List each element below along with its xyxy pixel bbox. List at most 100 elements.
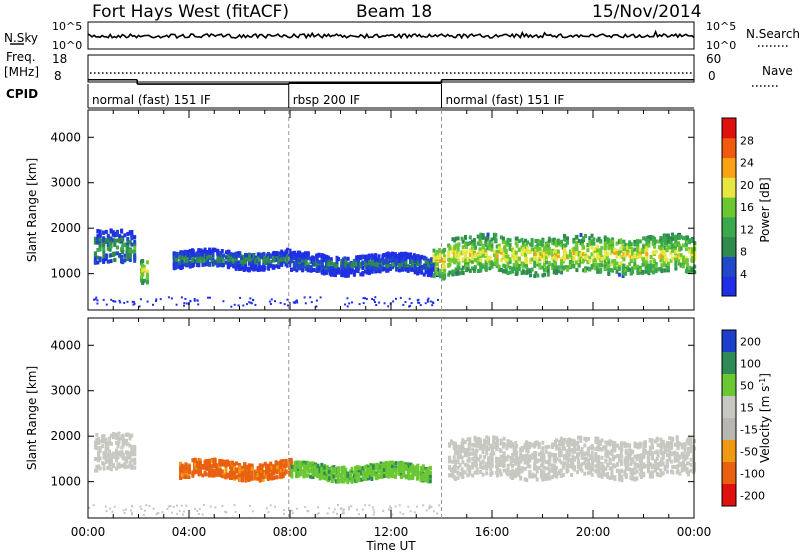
- data-cell: [495, 254, 499, 259]
- data-cell: [468, 248, 472, 253]
- data-cell: [528, 470, 532, 474]
- scatter-cell: [319, 296, 322, 299]
- data-cell: [231, 461, 234, 466]
- scatter-cell: [429, 300, 432, 303]
- data-cell: [141, 281, 145, 285]
- data-cell: [575, 250, 579, 255]
- data-cell: [344, 265, 348, 270]
- data-cell: [418, 269, 422, 274]
- data-cell: [642, 258, 646, 263]
- cpid-label: CPID: [6, 87, 38, 101]
- data-cell: [280, 261, 284, 266]
- data-cell: [487, 436, 491, 441]
- data-cell: [544, 466, 548, 471]
- scatter-cell: [399, 296, 402, 299]
- data-cell: [499, 454, 503, 459]
- data-cell: [400, 474, 404, 479]
- data-cell: [684, 247, 688, 252]
- data-cell: [485, 471, 489, 476]
- data-cell: [517, 464, 521, 469]
- scatter-cell: [303, 296, 306, 299]
- data-cell: [508, 243, 512, 247]
- data-cell: [175, 254, 179, 258]
- data-cell: [570, 448, 574, 452]
- data-cell: [304, 264, 308, 269]
- scatter-cell: [252, 298, 254, 301]
- data-cell: [679, 255, 683, 260]
- data-cell: [642, 244, 646, 249]
- data-cell: [645, 236, 649, 241]
- data-cell: [93, 240, 97, 245]
- data-cell: [546, 265, 550, 270]
- data-cell: [524, 249, 528, 254]
- data-cell: [586, 266, 590, 271]
- data-cell: [133, 460, 137, 464]
- data-cell: [489, 467, 493, 472]
- data-cell: [542, 476, 546, 481]
- data-cell: [663, 240, 667, 245]
- data-cell: [465, 250, 468, 255]
- data-cell: [123, 243, 127, 248]
- data-cell: [631, 255, 635, 259]
- data-cell: [109, 441, 113, 446]
- data-cell: [493, 249, 496, 254]
- data-cell: [278, 258, 282, 263]
- data-cell: [497, 249, 501, 254]
- data-cell: [497, 243, 501, 248]
- data-cell: [586, 462, 590, 467]
- data-cell: [386, 260, 390, 265]
- data-cell: [454, 269, 458, 274]
- data-cell: [567, 437, 571, 442]
- data-cell: [250, 464, 254, 469]
- data-cell: [104, 456, 108, 461]
- data-cell: [607, 239, 611, 244]
- data-cell: [426, 272, 430, 277]
- data-cell: [238, 474, 242, 479]
- data-cell: [624, 242, 628, 247]
- data-cell: [572, 239, 576, 244]
- data-cell: [551, 463, 555, 468]
- data-cell: [292, 261, 296, 266]
- data-cell: [498, 468, 502, 473]
- data-cell: [524, 243, 528, 248]
- data-cell: [272, 467, 276, 472]
- data-cell: [213, 260, 217, 265]
- data-cell: [329, 260, 333, 265]
- data-cell: [537, 458, 541, 463]
- data-cell: [98, 466, 102, 471]
- data-cell: [301, 268, 305, 273]
- data-cell: [341, 273, 345, 278]
- data-cell: [496, 461, 499, 466]
- data-cell: [558, 458, 562, 463]
- data-cell: [279, 472, 283, 477]
- data-cell: [224, 250, 228, 255]
- data-cell: [470, 250, 474, 255]
- data-cell: [420, 469, 424, 474]
- data-cell: [466, 261, 470, 266]
- data-cell: [115, 232, 119, 237]
- data-cell: [544, 460, 548, 465]
- data-cell: [619, 261, 623, 266]
- data-cell: [589, 468, 593, 472]
- data-cell: [378, 265, 382, 270]
- data-cell: [432, 258, 436, 263]
- data-cell: [453, 464, 457, 469]
- data-cell: [590, 264, 594, 269]
- data-cell: [559, 436, 563, 441]
- data-cell: [145, 280, 149, 284]
- data-cell: [628, 267, 632, 272]
- data-cell: [662, 251, 666, 256]
- data-cell: [435, 259, 439, 264]
- data-cell: [106, 233, 110, 238]
- scatter-cell: [283, 303, 286, 306]
- data-cell: [224, 471, 228, 476]
- data-cell: [560, 239, 564, 244]
- data-cell: [543, 256, 546, 261]
- data-cell: [468, 268, 472, 273]
- scatter-cell: [189, 300, 192, 303]
- data-cell: [622, 252, 626, 257]
- data-cell: [434, 252, 438, 257]
- scatter-cell: [138, 305, 141, 308]
- data-cell: [628, 262, 632, 266]
- data-cell: [559, 442, 563, 447]
